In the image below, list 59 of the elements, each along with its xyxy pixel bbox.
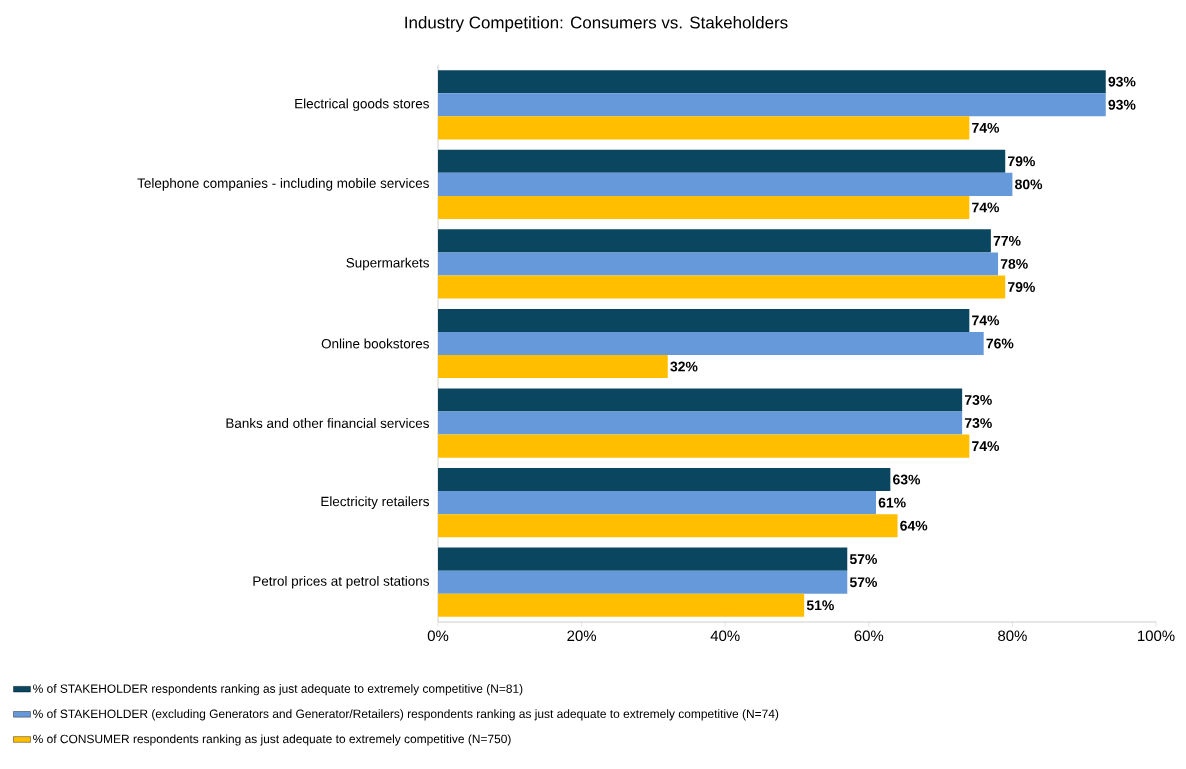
bar bbox=[438, 116, 970, 140]
y-tick-label: Electricity retailers bbox=[321, 496, 429, 509]
data-label: 74% bbox=[972, 202, 1000, 213]
data-label: 61% bbox=[878, 497, 906, 508]
y-tick-label: Banks and other financial services bbox=[226, 418, 429, 428]
data-label: 79% bbox=[1008, 156, 1035, 167]
data-label: 80% bbox=[1015, 179, 1043, 190]
legend-label: % of CONSUMER respondents ranking as just adequate to extremely competitive (N=750) bbox=[33, 734, 511, 746]
data-label: 51% bbox=[806, 600, 834, 611]
bar bbox=[438, 331, 984, 356]
bar bbox=[438, 308, 970, 332]
bar bbox=[438, 388, 963, 412]
bar bbox=[438, 355, 668, 379]
bar bbox=[438, 195, 970, 219]
data-label: 32% bbox=[670, 361, 698, 372]
y-tick-label: Telephone companies - including mobile services bbox=[137, 178, 429, 191]
y-tick-label: Supermarkets bbox=[346, 257, 429, 271]
bar bbox=[438, 593, 805, 617]
bar bbox=[438, 93, 1106, 117]
data-label: 57% bbox=[849, 577, 878, 588]
y-tick-label: Online bookstores bbox=[321, 338, 429, 349]
data-label: 73% bbox=[964, 418, 992, 429]
bar bbox=[438, 70, 1106, 94]
bar bbox=[438, 491, 876, 515]
bar bbox=[438, 149, 1006, 173]
y-tick-label: Electrical goods stores bbox=[295, 98, 429, 112]
x-tick-label: 60% bbox=[854, 630, 884, 642]
x-tick-label: 20% bbox=[567, 630, 597, 642]
bar bbox=[438, 570, 848, 594]
x-tick-label: 40% bbox=[710, 630, 740, 642]
legend-label: % of STAKEHOLDER (excluding Generators and Generator/Retailers) respondents ranking as just adequate to extremely competitive (N=74) bbox=[33, 709, 779, 721]
bar bbox=[438, 514, 898, 538]
bar bbox=[438, 229, 991, 253]
legend-label: % of STAKEHOLDER respondents ranking as just adequate to extremely competitive (N=81) bbox=[33, 684, 523, 696]
y-tick-label: Petrol prices at petrol stations bbox=[253, 575, 429, 589]
x-tick-label: 80% bbox=[998, 630, 1027, 642]
chart-title: Industry Competition: Consumers vs. Stakeholders bbox=[405, 16, 788, 32]
bar bbox=[438, 172, 1013, 196]
x-tick-label: 0% bbox=[427, 630, 449, 642]
data-label: 63% bbox=[893, 474, 921, 485]
bar bbox=[438, 275, 1006, 299]
data-label: 74% bbox=[972, 315, 1000, 326]
bar bbox=[438, 252, 999, 276]
bar bbox=[438, 434, 970, 458]
bar bbox=[438, 547, 848, 571]
data-label: 79% bbox=[1008, 282, 1035, 292]
data-label: 77% bbox=[993, 235, 1021, 246]
data-label: 74% bbox=[972, 122, 1000, 133]
x-tick-label: 100% bbox=[1138, 630, 1175, 642]
data-label: 73% bbox=[964, 395, 992, 405]
bar bbox=[438, 411, 963, 435]
data-label: 64% bbox=[900, 520, 928, 531]
bar bbox=[438, 468, 891, 492]
data-label: 76% bbox=[986, 338, 1014, 349]
data-label: 74% bbox=[972, 441, 1000, 452]
data-label: 57% bbox=[849, 554, 878, 565]
data-label: 93% bbox=[1108, 99, 1136, 110]
data-label: 93% bbox=[1108, 76, 1136, 87]
data-label: 78% bbox=[1000, 258, 1028, 269]
